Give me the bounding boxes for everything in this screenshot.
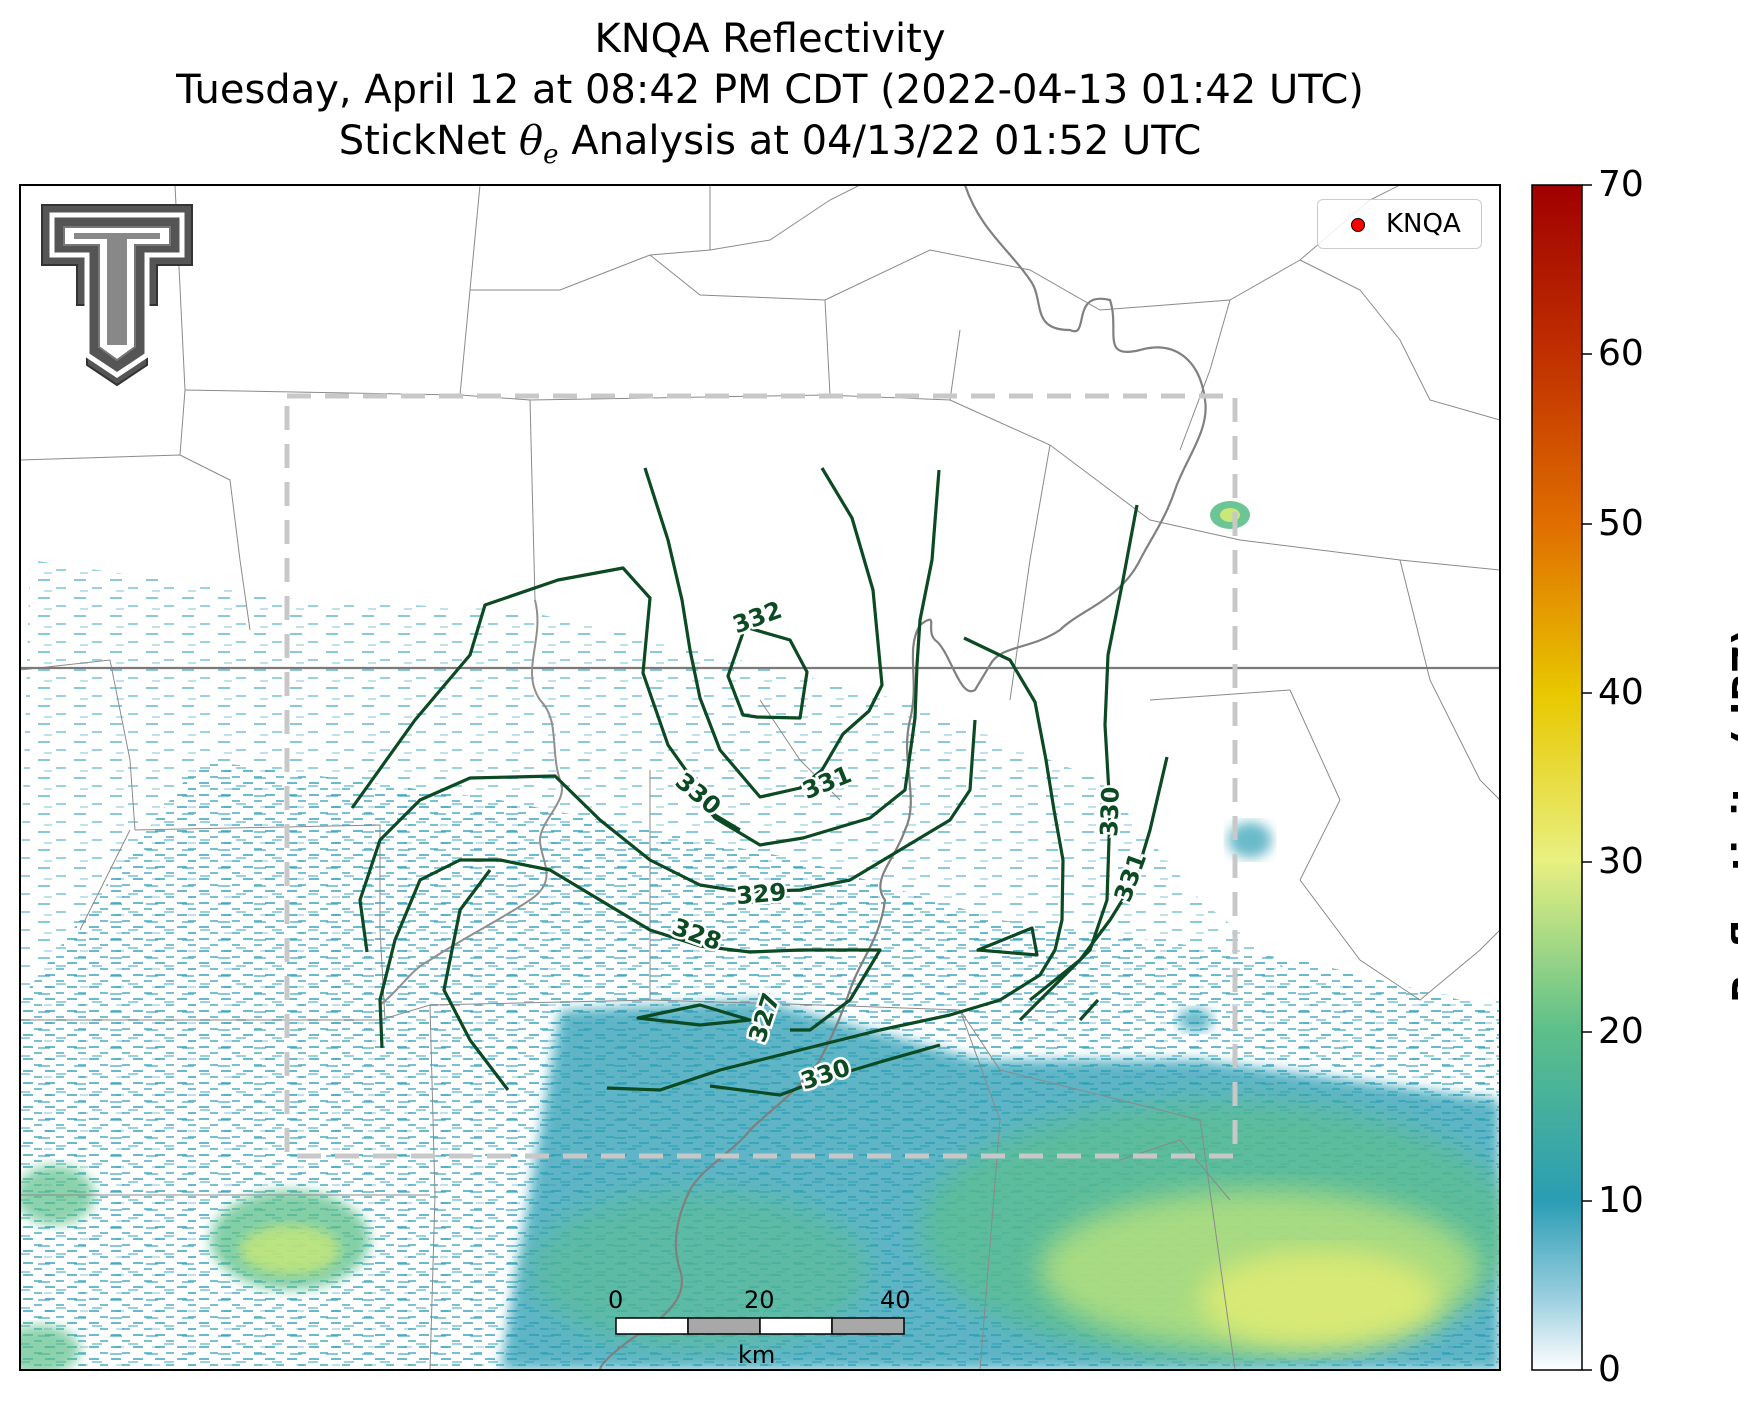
colorbar-tick-20: 20	[1598, 1011, 1644, 1052]
analysis-domain-box	[284, 393, 1238, 1159]
title-line-3: StickNet θe Analysis at 04/13/22 01:52 U…	[0, 116, 1540, 181]
scale-unit: km	[738, 1341, 776, 1369]
colorbar-tick-60: 60	[1598, 333, 1644, 374]
scale-tick-20: 20	[744, 1286, 775, 1314]
contour-label-329: 329	[735, 878, 787, 910]
title-line-1: KNQA Reflectivity	[594, 16, 946, 62]
colorbar-tick-40: 40	[1598, 672, 1644, 713]
river	[598, 185, 1207, 1370]
figure-title: KNQA Reflectivity Tuesday, April 12 at 0…	[0, 14, 1540, 181]
colorbar-title: Reflectivity (dBZ)	[1725, 627, 1738, 1003]
colorbar	[1531, 184, 1592, 1371]
title-suffix: Analysis at 04/13/22 01:52 UTC	[571, 118, 1202, 164]
contour-331-d	[1078, 998, 1100, 1022]
colorbar-tick-0: 0	[1598, 1349, 1621, 1390]
scale-tick-0: 0	[608, 1286, 624, 1314]
texas-tech-logo	[41, 204, 193, 387]
contour-332	[726, 625, 809, 720]
contour-330-d	[606, 636, 1065, 1092]
colorbar-tick-50: 50	[1598, 503, 1644, 544]
colorbar-tick-30: 30	[1598, 841, 1644, 882]
colorbar-tick-70: 70	[1598, 164, 1644, 205]
contour-330-b	[1018, 504, 1139, 1022]
contour-331-a	[643, 467, 884, 799]
contour-329	[358, 719, 977, 953]
contour-328	[378, 858, 882, 1049]
map-panel: 332 331 330 329 328 327 330 330 331	[20, 185, 1500, 1370]
scale-bar	[615, 1317, 905, 1335]
contour-label-330-east: 330	[1095, 786, 1125, 837]
title-line-2: Tuesday, April 12 at 08:42 PM CDT (2022-…	[176, 67, 1364, 113]
scale-tick-40: 40	[880, 1286, 911, 1314]
contour-330-c	[709, 1043, 941, 1097]
contour-330-a	[350, 566, 741, 832]
radar-reflectivity	[20, 501, 1500, 1370]
legend-label: KNQA	[1386, 209, 1461, 239]
knqa-marker-icon	[1351, 218, 1365, 232]
contour-331-b	[698, 469, 941, 847]
title-prefix: StickNet	[338, 118, 507, 164]
contour-327-a	[442, 869, 510, 1091]
colorbar-tick-10: 10	[1598, 1180, 1644, 1221]
river-west	[379, 599, 563, 1006]
map-legend: KNQA	[1317, 199, 1482, 249]
contour-331-c	[1029, 756, 1169, 1002]
contour-327-b	[636, 1003, 752, 1027]
map-frame	[19, 184, 1501, 1371]
theta-e-contours	[350, 467, 1169, 1097]
theta-symbol: θ	[519, 118, 544, 164]
contour-330-e	[976, 926, 1039, 957]
theta-subscript: e	[543, 140, 559, 170]
